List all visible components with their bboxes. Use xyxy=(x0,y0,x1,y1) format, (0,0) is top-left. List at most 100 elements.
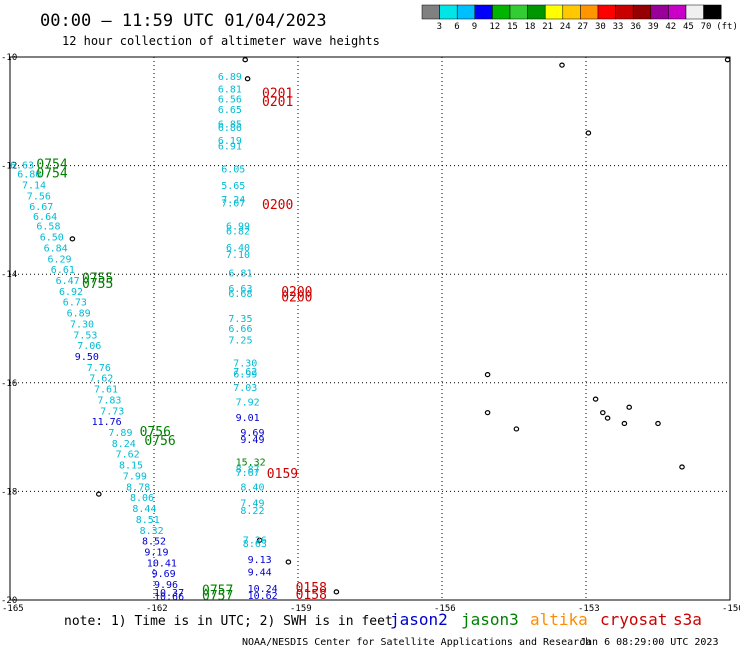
swh-value: 7.99 xyxy=(123,471,147,482)
island-outlines xyxy=(69,57,731,595)
pass-time-label: 0201 xyxy=(262,95,293,110)
swh-value: 6.58 xyxy=(36,222,60,233)
latitude-tick-label: -18 xyxy=(1,487,17,497)
swh-value: 8.87 xyxy=(236,464,260,475)
longitude-tick-label: -162 xyxy=(146,604,168,614)
colorbar-swatch xyxy=(685,4,704,20)
swh-value: 6.61 xyxy=(51,265,75,276)
pass-time-label: 0159 xyxy=(267,467,298,482)
island-outline xyxy=(559,62,565,68)
island-outline xyxy=(585,130,592,136)
latitude-tick-label: -12 xyxy=(1,162,17,172)
island-outline xyxy=(655,420,661,427)
swh-value: 6.84 xyxy=(44,243,68,254)
swh-value: 6.63 xyxy=(10,160,34,171)
swh-value: 7.92 xyxy=(236,398,260,409)
colorbar-label: 33 xyxy=(613,22,624,32)
colorbar-label: 70 xyxy=(701,22,712,32)
swh-value: 8.32 xyxy=(140,526,164,537)
swh-value: 8.63 xyxy=(243,539,267,550)
pass-time-label: 0200 xyxy=(281,285,312,300)
swh-value: 7.73 xyxy=(100,406,124,417)
island-outline xyxy=(333,589,340,595)
swh-value: 9.19 xyxy=(144,547,168,558)
pass-time-label: 0755 xyxy=(82,271,113,286)
swh-value: 6.81 xyxy=(228,268,252,279)
swh-value: 9.69 xyxy=(152,569,176,580)
island-outline xyxy=(513,426,520,432)
colorbar-swatch xyxy=(615,4,634,20)
swh-value: 6.85 xyxy=(218,120,242,131)
swh-value: 6.67 xyxy=(29,202,53,213)
swh-value: 6.99 xyxy=(226,222,250,233)
colorbar-swatch xyxy=(527,4,546,20)
colorbar-label: 42 xyxy=(665,22,676,32)
pass-time-label: 0201 xyxy=(262,87,293,102)
legend-cryosat: cryosat xyxy=(600,610,667,629)
swh-value: 6.50 xyxy=(40,233,64,244)
colorbar-label: 9 xyxy=(472,22,477,32)
swh-value: 7.30 xyxy=(233,359,257,370)
swh-value: 6.64 xyxy=(33,212,57,223)
pass-time-label: 0158 xyxy=(296,588,327,603)
swh-value: 7.56 xyxy=(27,191,51,202)
swh-value: 7.14 xyxy=(22,180,46,191)
colorbar-label: 45 xyxy=(683,22,694,32)
colorbar-label: 21 xyxy=(542,22,553,32)
latitude-tick-label: -20 xyxy=(1,596,17,606)
colorbar-swatch xyxy=(580,4,599,20)
colorbar-swatch xyxy=(597,4,616,20)
pass-time-label: 0756 xyxy=(144,434,175,449)
legend-s3a: s3a xyxy=(673,610,702,629)
swh-value: 6.89 xyxy=(67,309,91,320)
swh-value: 6.56 xyxy=(218,95,242,106)
swh-value: 7.35 xyxy=(228,314,252,325)
island-outline xyxy=(484,410,491,416)
island-outline xyxy=(626,404,633,410)
longitude-labels: -165 -162 -159 -156 -153 -150 xyxy=(2,604,740,614)
swh-value: 8.44 xyxy=(132,504,156,515)
swh-value: 7.62 xyxy=(116,450,140,461)
colorbar-label: 18 xyxy=(525,22,536,32)
colorbar-swatch xyxy=(492,4,511,20)
swh-value: 7.61 xyxy=(94,385,118,396)
swh-value: 7.89 xyxy=(108,428,132,439)
colorbar-swatch xyxy=(439,4,458,20)
swh-value: 9.96 xyxy=(154,580,178,591)
pass-time-label: 0754 xyxy=(36,167,67,182)
swh-value: 7.53 xyxy=(73,330,97,341)
longitude-tick-label: -153 xyxy=(578,604,600,614)
swh-value: 6.91 xyxy=(218,141,242,152)
pass-time-label: 0200 xyxy=(281,290,312,305)
pass-time-label: 0755 xyxy=(82,277,113,292)
island-outline xyxy=(285,559,292,565)
swh-value: 6.81 xyxy=(218,84,242,95)
swh-value: 15.32 xyxy=(236,457,266,468)
swh-value: 7.30 xyxy=(70,319,94,330)
swh-value: 7.03 xyxy=(233,383,257,394)
longitude-tick-label: -159 xyxy=(290,604,312,614)
island-outline xyxy=(256,537,263,543)
map-frame xyxy=(9,56,731,601)
footer-note: note: 1) Time is in UTC; 2) SWH is in fe… xyxy=(64,614,393,629)
swh-value: 9.44 xyxy=(248,568,272,579)
pass-time-label: 0757 xyxy=(202,589,233,604)
swh-value: 8.78 xyxy=(126,482,150,493)
pass-time-label: 0158 xyxy=(296,581,327,596)
latitude-tick-label: -16 xyxy=(1,379,17,389)
colorbar-label: 3 xyxy=(437,22,442,32)
island-outline xyxy=(96,491,102,497)
swh-value: 9.50 xyxy=(75,352,99,363)
colorbar-label: 12 xyxy=(489,22,500,32)
pass-time-labels: 0201020102000200020001590158015807540754… xyxy=(36,87,327,604)
swh-value: 8.22 xyxy=(240,506,264,517)
swh-value: 10.41 xyxy=(147,558,177,569)
island-outline xyxy=(244,76,251,82)
swh-value: 6.86 xyxy=(218,123,242,134)
colorbar-label: 36 xyxy=(630,22,641,32)
swh-value: 6.29 xyxy=(47,254,71,265)
colorbar-label: 30 xyxy=(595,22,606,32)
swh-value: 6.19 xyxy=(218,136,242,147)
island-outline xyxy=(484,372,491,378)
swh-readings: 6.896.816.566.656.856.866.196.916.055.65… xyxy=(10,72,278,603)
